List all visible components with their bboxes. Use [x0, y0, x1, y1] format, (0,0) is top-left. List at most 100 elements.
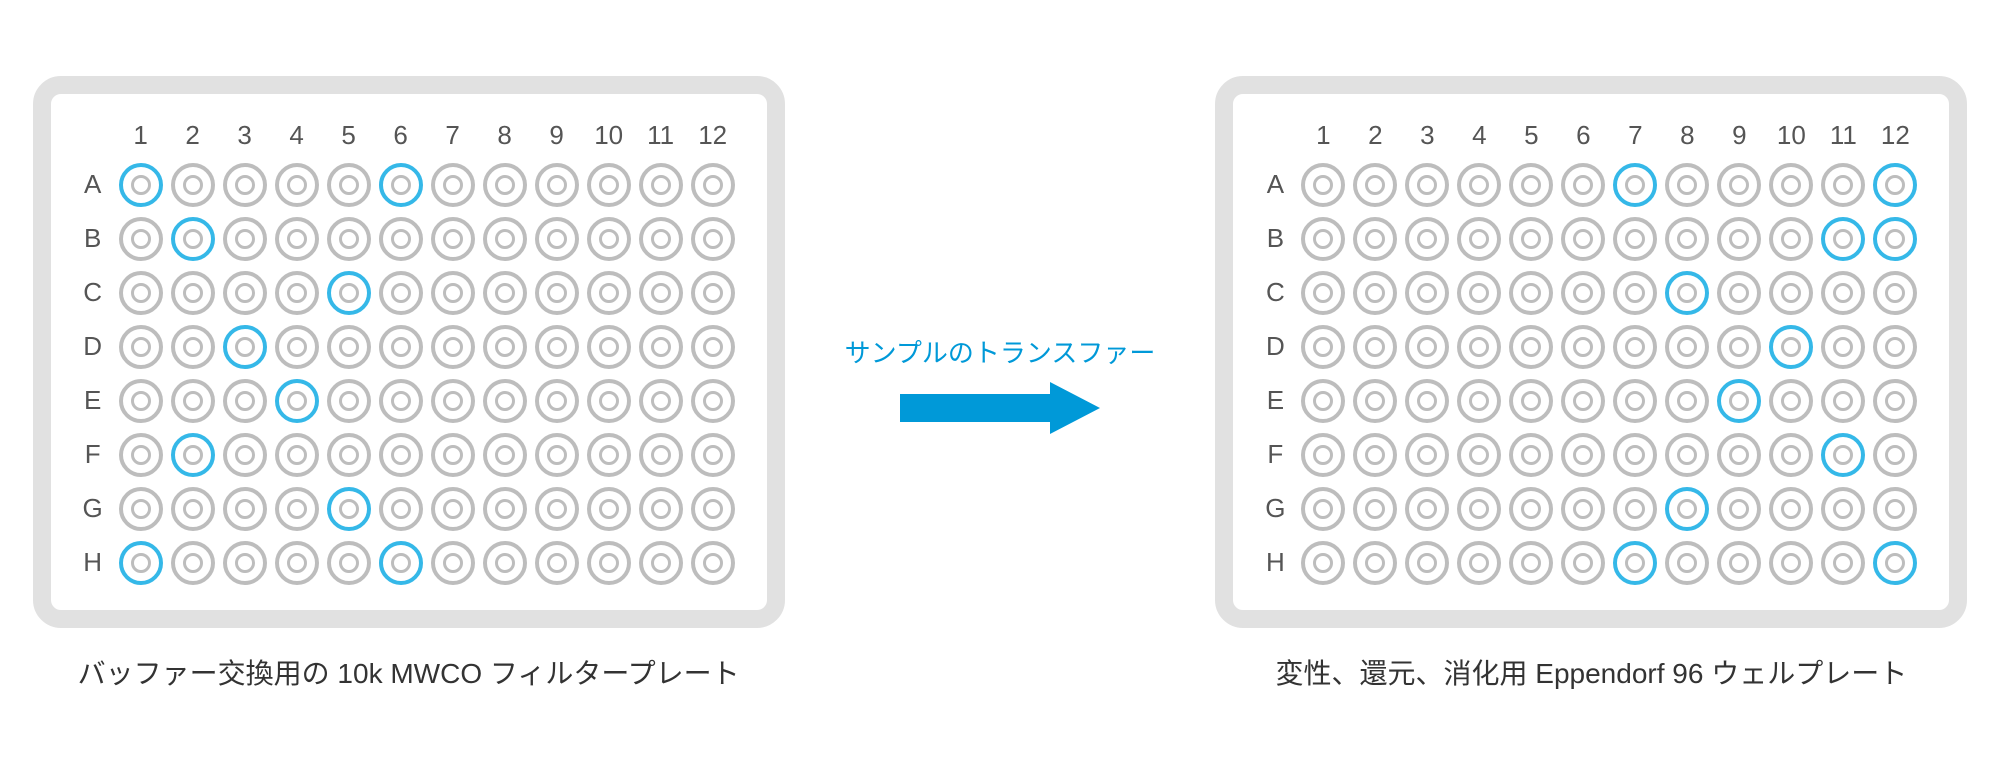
well	[379, 217, 423, 261]
well-inner-icon	[391, 499, 411, 519]
well	[1561, 217, 1605, 261]
well-inner-icon	[1521, 283, 1541, 303]
well-inner-icon	[131, 175, 151, 195]
well	[1769, 379, 1813, 423]
well	[327, 379, 371, 423]
well	[1665, 325, 1709, 369]
transfer-block: サンプルのトランスファー	[845, 333, 1156, 434]
col-header: 3	[1420, 120, 1434, 151]
well-inner-icon	[1573, 175, 1593, 195]
col-header: 12	[698, 120, 727, 151]
well	[1769, 325, 1813, 369]
well-inner-icon	[1833, 499, 1853, 519]
well	[379, 163, 423, 207]
well	[1509, 541, 1553, 585]
well	[1665, 541, 1709, 585]
well	[1457, 541, 1501, 585]
well	[1873, 379, 1917, 423]
well	[691, 541, 735, 585]
well	[535, 217, 579, 261]
well	[1665, 433, 1709, 477]
row-header: F	[85, 439, 101, 470]
well-inner-icon	[339, 445, 359, 465]
well-inner-icon	[1677, 553, 1697, 573]
well-inner-icon	[287, 283, 307, 303]
col-header: 2	[185, 120, 199, 151]
col-header: 11	[647, 120, 674, 151]
well	[1457, 163, 1501, 207]
well	[1561, 541, 1605, 585]
well-inner-icon	[547, 229, 567, 249]
row-header: H	[1266, 547, 1285, 578]
well	[587, 541, 631, 585]
well	[223, 487, 267, 531]
well-inner-icon	[1625, 229, 1645, 249]
well-inner-icon	[1417, 553, 1437, 573]
well	[431, 271, 475, 315]
well	[1769, 271, 1813, 315]
well-inner-icon	[599, 553, 619, 573]
well	[535, 325, 579, 369]
well	[1301, 541, 1345, 585]
well	[1561, 325, 1605, 369]
col-header: 4	[289, 120, 303, 151]
well-inner-icon	[131, 499, 151, 519]
well-inner-icon	[1417, 229, 1437, 249]
well	[119, 541, 163, 585]
well	[1717, 217, 1761, 261]
well-inner-icon	[235, 337, 255, 357]
well-inner-icon	[1365, 229, 1385, 249]
well	[119, 379, 163, 423]
well-inner-icon	[443, 553, 463, 573]
well-inner-icon	[495, 175, 515, 195]
well	[587, 325, 631, 369]
col-header: 12	[1881, 120, 1910, 151]
row-header: C	[83, 277, 102, 308]
well-inner-icon	[1833, 445, 1853, 465]
well-inner-icon	[391, 553, 411, 573]
well	[691, 217, 735, 261]
well	[1873, 163, 1917, 207]
well	[275, 433, 319, 477]
well	[1613, 163, 1657, 207]
well-inner-icon	[1729, 553, 1749, 573]
well-inner-icon	[1729, 391, 1749, 411]
well-inner-icon	[703, 391, 723, 411]
well	[1613, 433, 1657, 477]
well	[1717, 271, 1761, 315]
well-inner-icon	[547, 391, 567, 411]
well-inner-icon	[1833, 553, 1853, 573]
well	[1405, 433, 1449, 477]
well-inner-icon	[1313, 553, 1333, 573]
well-inner-icon	[339, 337, 359, 357]
well	[639, 541, 683, 585]
well	[1769, 487, 1813, 531]
well-inner-icon	[1885, 445, 1905, 465]
well	[431, 541, 475, 585]
row-header: G	[1265, 493, 1285, 524]
well-inner-icon	[495, 553, 515, 573]
well	[1613, 541, 1657, 585]
well	[119, 433, 163, 477]
well-inner-icon	[339, 229, 359, 249]
well-inner-icon	[1729, 175, 1749, 195]
well-inner-icon	[651, 175, 671, 195]
well-inner-icon	[1365, 499, 1385, 519]
well	[1561, 271, 1605, 315]
well-inner-icon	[183, 553, 203, 573]
well	[1717, 325, 1761, 369]
well	[639, 163, 683, 207]
well	[171, 325, 215, 369]
well-inner-icon	[1885, 553, 1905, 573]
well	[431, 379, 475, 423]
well-inner-icon	[131, 391, 151, 411]
well	[1457, 433, 1501, 477]
well	[1509, 271, 1553, 315]
row-header: D	[1266, 331, 1285, 362]
col-header: 10	[594, 120, 623, 151]
well	[119, 163, 163, 207]
well	[1509, 487, 1553, 531]
well	[1821, 163, 1865, 207]
col-header: 5	[341, 120, 355, 151]
well	[587, 271, 631, 315]
